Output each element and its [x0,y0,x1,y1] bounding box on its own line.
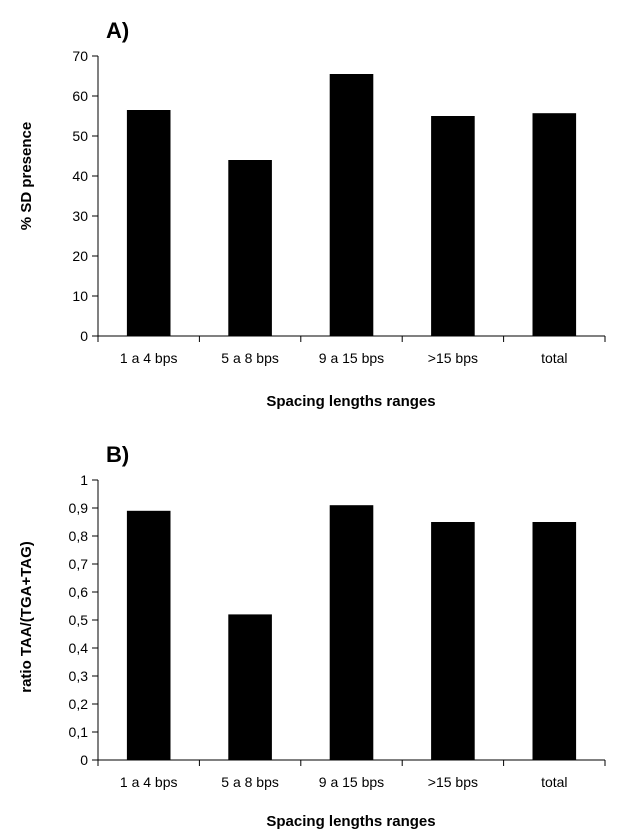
panel-b-y-axis-title: ratio TAA/(TGA+TAG) [18,541,35,693]
panel-b-label: B) [106,442,129,467]
panel-a-marks: 0 10 20 30 40 50 60 70 1 a 4 bps 5 a 8 bps 9 a 15 … [72,48,606,366]
panel-b-bar [126,510,171,760]
panel-a-y-tick-label: 60 [72,88,88,104]
panel-b-bar [329,505,374,760]
panel-b-y-tick-label: 0,6 [69,584,89,600]
panel-a-y-tick-label: 40 [72,168,88,184]
panel-b-x-tick-label: 9 a 15 bps [319,774,384,790]
panel-b-bar [532,522,577,760]
panel-b-bar [228,614,272,760]
panel-b-x-tick-label: total [541,774,567,790]
panel-a-bar [431,116,475,336]
panel-b-x-tick-label: >15 bps [428,774,478,790]
panel-a: A) % SD presence Spacing lengths ranges … [18,18,606,410]
panel-b-y-tick-label: 0,5 [69,612,89,628]
panel-b-bar [431,522,475,760]
panel-a-y-tick-label: 70 [72,48,88,64]
panel-b-y-tick-label: 0,7 [69,556,89,572]
panel-a-x-tick-label: 5 a 8 bps [221,350,279,366]
panel-b-y-tick-label: 1 [80,472,88,488]
panel-a-bar [228,160,272,336]
panel-a-y-tick-label: 20 [72,248,88,264]
panel-a-x-tick-label: total [541,350,567,366]
panel-b-y-tick-label: 0 [80,752,88,768]
panel-b-y-tick-label: 0,3 [69,668,89,684]
panel-b-y-tick-label: 0,2 [69,696,89,712]
panel-b-y-tick-label: 0,1 [69,724,89,740]
panel-a-x-tick-label: >15 bps [428,350,478,366]
panel-a-x-tick-label: 1 a 4 bps [120,350,178,366]
panel-a-bar [126,110,171,336]
panel-b-x-tick-label: 1 a 4 bps [120,774,178,790]
panel-a-y-tick-label: 10 [72,288,88,304]
panel-a-y-axis-title: % SD presence [18,122,35,230]
panel-b-y-tick-label: 0,4 [69,640,89,656]
panel-a-x-axis-title: Spacing lengths ranges [266,393,435,410]
panel-a-x-tick-label: 9 a 15 bps [319,350,384,366]
panel-b-x-axis-title: Spacing lengths ranges [266,813,435,830]
panel-a-bar [329,74,374,336]
panel-b: B) ratio TAA/(TGA+TAG) Spacing lengths r… [18,442,606,830]
panel-b-y-tick-label: 0,8 [69,528,89,544]
panel-a-y-tick-label: 50 [72,128,88,144]
panel-a-label: A) [106,18,129,43]
panel-a-y-tick-label: 30 [72,208,88,224]
panel-b-marks: 0 0,1 0,2 0,3 0,4 0,5 0,6 0,7 0,8 0,9 1 1 a 4 bps 5 … [69,472,606,790]
panel-b-x-tick-label: 5 a 8 bps [221,774,279,790]
panel-a-y-tick-label: 0 [80,328,88,344]
panel-a-bar [532,113,577,336]
panel-b-y-tick-label: 0,9 [69,500,89,516]
